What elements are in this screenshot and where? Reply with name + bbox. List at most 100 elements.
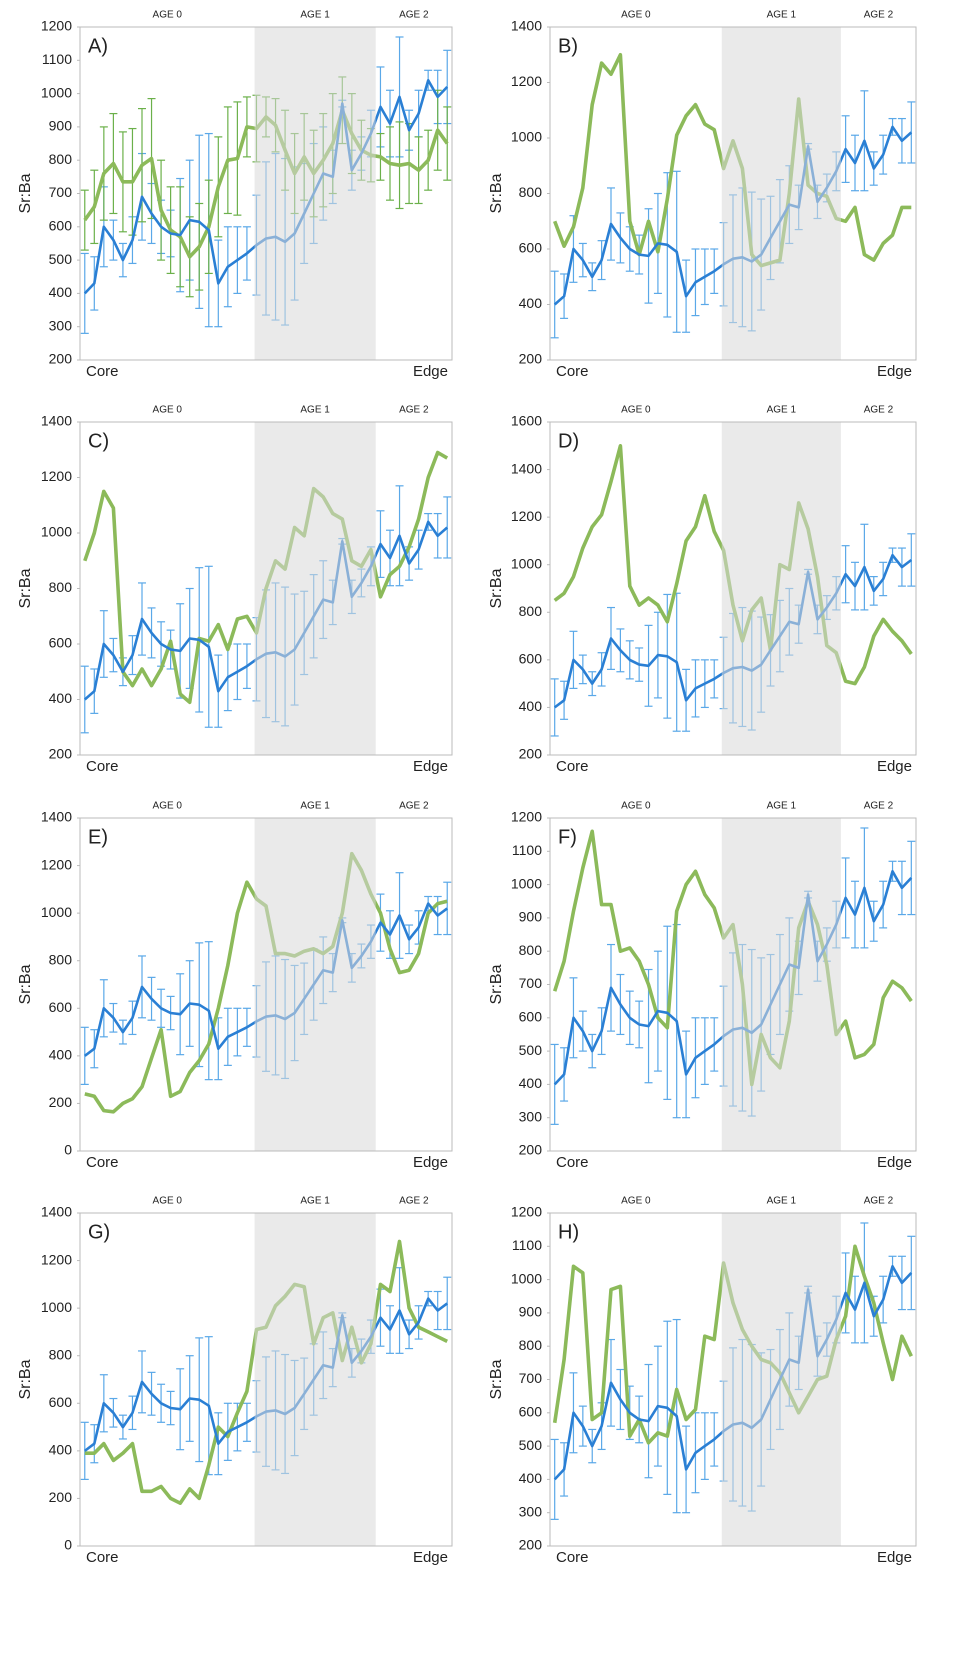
band-label: AGE 2 <box>399 1196 429 1207</box>
panel: AGE 0 AGE 1 AGE 2 200 400 600 800 1000 1200 1400 S… <box>17 405 453 775</box>
panel-label: G) <box>88 1221 110 1243</box>
panel: AGE 0 AGE 1 AGE 2 0 200 400 600 800 1000 1200 1400… <box>17 1196 453 1566</box>
y-tick-label: 300 <box>49 317 73 333</box>
y-tick-label: 300 <box>519 1108 543 1124</box>
y-tick-label: 1400 <box>41 809 72 825</box>
x-tick-label: Core <box>556 363 589 380</box>
y-tick-label: 300 <box>519 1503 543 1519</box>
y-tick-label: 600 <box>519 651 543 667</box>
band-label: AGE 1 <box>300 801 330 812</box>
error-bar <box>550 1438 559 1520</box>
y-tick-label: 1400 <box>41 1204 72 1220</box>
panel: AGE 0 AGE 1 AGE 2 200 400 600 800 1000 1200 1400 S… <box>488 10 917 380</box>
panel-label: B) <box>558 35 578 57</box>
panel-label: H) <box>558 1221 579 1243</box>
y-tick-label: 700 <box>519 1370 543 1386</box>
y-tick-label: 900 <box>519 1304 543 1320</box>
band-label: AGE 0 <box>153 10 183 21</box>
y-tick-label: 200 <box>519 746 543 762</box>
y-tick-label: 1000 <box>41 84 72 100</box>
error-bar <box>443 881 452 936</box>
band-label: AGE 0 <box>621 1196 651 1207</box>
y-tick-label: 200 <box>49 1489 73 1505</box>
y-tick-label: 200 <box>519 1537 543 1553</box>
error-bar <box>80 665 89 734</box>
y-tick-label: 500 <box>519 1042 543 1058</box>
y-tick-label: 1400 <box>511 460 542 476</box>
error-bar <box>550 678 559 737</box>
y-axis-label: Sr:Ba <box>488 173 505 213</box>
y-tick-label: 200 <box>49 351 73 367</box>
y-tick-label: 0 <box>64 1142 72 1158</box>
band-label: AGE 0 <box>153 1196 183 1207</box>
x-tick-label: Edge <box>413 758 448 775</box>
shaded-band <box>721 818 841 1151</box>
x-tick-label: Edge <box>413 1549 448 1566</box>
y-tick-label: 800 <box>49 151 73 167</box>
y-tick-label: 1400 <box>511 18 542 34</box>
x-tick-label: Edge <box>877 1549 912 1566</box>
band-label: AGE 2 <box>399 801 429 812</box>
y-tick-label: 600 <box>49 1394 73 1410</box>
y-tick-label: 600 <box>519 1404 543 1420</box>
y-tick-label: 600 <box>519 240 543 256</box>
y-tick-label: 900 <box>49 118 73 134</box>
y-tick-label: 1200 <box>41 1251 72 1267</box>
y-tick-label: 400 <box>49 1047 73 1063</box>
y-axis-label: Sr:Ba <box>488 568 505 608</box>
band-label: AGE 1 <box>300 10 330 21</box>
panel-label: D) <box>558 430 579 452</box>
y-tick-label: 1600 <box>511 413 542 429</box>
y-tick-label: 800 <box>519 942 543 958</box>
band-label: AGE 0 <box>621 10 651 21</box>
y-tick-label: 1200 <box>511 73 542 89</box>
shaded-band <box>721 1213 841 1546</box>
y-tick-label: 400 <box>519 295 543 311</box>
band-label: AGE 2 <box>399 405 429 416</box>
y-tick-label: 600 <box>49 635 73 651</box>
y-tick-label: 1200 <box>511 1204 542 1220</box>
panel: AGE 0 AGE 1 AGE 2 200 400 600 800 1000 1200 1400 1… <box>488 405 917 775</box>
y-tick-label: 1000 <box>511 555 542 571</box>
y-tick-label: 700 <box>49 184 73 200</box>
band-label: AGE 1 <box>767 405 797 416</box>
panel: AGE 0 AGE 1 AGE 2 200 300 400 500 600 700 800 900 1… <box>17 10 453 380</box>
y-tick-label: 800 <box>519 1337 543 1353</box>
y-tick-label: 0 <box>64 1537 72 1553</box>
y-tick-label: 1000 <box>511 129 542 145</box>
panel: AGE 0 AGE 1 AGE 2 200 300 400 500 600 700 800 900 1… <box>488 801 917 1171</box>
shaded-band <box>721 422 841 755</box>
y-tick-label: 200 <box>49 746 73 762</box>
panel-label: C) <box>88 430 109 452</box>
error-bar <box>443 106 452 181</box>
y-tick-label: 800 <box>49 951 73 967</box>
y-tick-label: 600 <box>49 999 73 1015</box>
y-tick-label: 400 <box>49 1442 73 1458</box>
y-tick-label: 900 <box>519 909 543 925</box>
y-tick-label: 1200 <box>41 468 72 484</box>
band-label: AGE 0 <box>621 405 651 416</box>
x-tick-label: Edge <box>413 363 448 380</box>
band-label: AGE 0 <box>153 405 183 416</box>
y-tick-label: 400 <box>519 1075 543 1091</box>
y-tick-label: 1200 <box>511 508 542 524</box>
y-tick-label: 1000 <box>511 1270 542 1286</box>
y-tick-label: 1000 <box>41 1299 72 1315</box>
y-tick-label: 1100 <box>512 842 542 858</box>
y-tick-label: 1000 <box>41 904 72 920</box>
error-bar <box>80 189 89 251</box>
x-tick-label: Core <box>556 1154 589 1171</box>
y-tick-label: 200 <box>49 1094 73 1110</box>
panel: AGE 0 AGE 1 AGE 2 0 200 400 600 800 1000 1200 1400… <box>17 801 453 1171</box>
band-label: AGE 2 <box>864 405 894 416</box>
y-tick-label: 1400 <box>41 413 72 429</box>
band-label: AGE 2 <box>864 10 894 21</box>
y-tick-label: 1100 <box>42 51 72 67</box>
y-tick-label: 1000 <box>41 524 72 540</box>
x-tick-label: Edge <box>877 758 912 775</box>
band-label: AGE 0 <box>621 801 651 812</box>
band-label: AGE 1 <box>300 1196 330 1207</box>
shaded-band <box>254 27 376 360</box>
panel-label: F) <box>558 826 577 848</box>
y-tick-label: 1100 <box>512 1237 542 1253</box>
